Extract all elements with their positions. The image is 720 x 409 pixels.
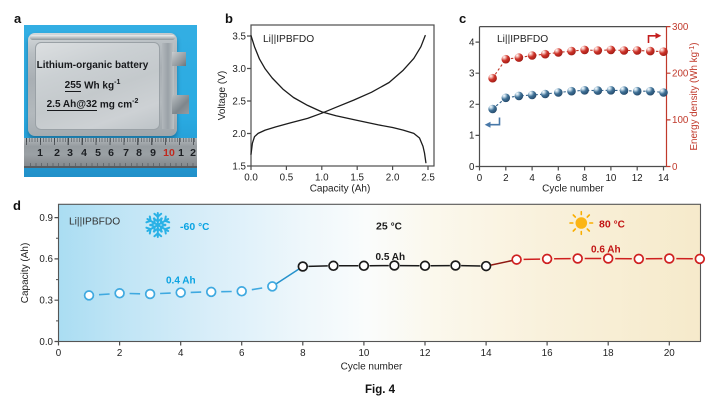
svg-text:1.0: 1.0 — [315, 173, 329, 184]
svg-text:10: 10 — [358, 348, 369, 359]
svg-text:0.9: 0.9 — [39, 213, 53, 224]
svg-text:8: 8 — [300, 348, 306, 359]
svg-text:Cycle number: Cycle number — [542, 184, 604, 195]
svg-text:-60 °C: -60 °C — [180, 221, 209, 233]
svg-text:3: 3 — [469, 69, 475, 80]
svg-text:16: 16 — [542, 348, 553, 359]
svg-text:4: 4 — [469, 37, 475, 48]
svg-text:1.5: 1.5 — [232, 161, 246, 172]
svg-text:2: 2 — [469, 100, 474, 111]
svg-text:1: 1 — [469, 131, 474, 142]
svg-text:Li||IPBFDO: Li||IPBFDO — [69, 217, 120, 228]
svg-text:100: 100 — [672, 115, 689, 126]
svg-text:6: 6 — [556, 173, 562, 184]
svg-text:Energy density (Wh kg-1): Energy density (Wh kg-1) — [689, 42, 701, 150]
svg-text:Li||IPBFDO: Li||IPBFDO — [263, 34, 314, 45]
svg-text:Li||IPBFDO: Li||IPBFDO — [497, 34, 548, 45]
svg-text:25 °C: 25 °C — [376, 221, 402, 233]
svg-text:4: 4 — [178, 348, 184, 359]
svg-text:0.0: 0.0 — [244, 173, 258, 184]
svg-text:6: 6 — [239, 348, 245, 359]
svg-text:20: 20 — [664, 348, 675, 359]
svg-text:4: 4 — [529, 173, 535, 184]
svg-text:0.0: 0.0 — [39, 337, 53, 348]
svg-text:3.5: 3.5 — [232, 31, 246, 42]
svg-text:0.5: 0.5 — [280, 173, 294, 184]
svg-text:0: 0 — [672, 162, 678, 173]
svg-text:14: 14 — [481, 348, 492, 359]
svg-text:12: 12 — [632, 173, 643, 184]
svg-text:Capacity (Ah): Capacity (Ah) — [310, 184, 371, 195]
svg-text:14: 14 — [658, 173, 669, 184]
svg-text:0.6: 0.6 — [39, 254, 53, 265]
svg-text:80 °C: 80 °C — [599, 219, 625, 231]
svg-text:18: 18 — [603, 348, 614, 359]
svg-text:2.5: 2.5 — [421, 173, 435, 184]
svg-text:0: 0 — [56, 348, 62, 359]
svg-text:12: 12 — [420, 348, 431, 359]
svg-text:0: 0 — [477, 173, 483, 184]
svg-text:Voltage (V): Voltage (V) — [217, 71, 228, 120]
svg-text:200: 200 — [672, 69, 689, 80]
svg-text:10: 10 — [605, 173, 616, 184]
svg-text:2.0: 2.0 — [232, 129, 246, 140]
svg-text:8: 8 — [582, 173, 588, 184]
svg-text:2.5: 2.5 — [232, 96, 246, 107]
svg-text:0.5 Ah: 0.5 Ah — [376, 252, 406, 263]
svg-text:1.5: 1.5 — [350, 173, 364, 184]
svg-text:2.0: 2.0 — [386, 173, 400, 184]
svg-text:3.0: 3.0 — [232, 64, 246, 75]
svg-text:0.3: 0.3 — [39, 296, 53, 307]
svg-text:0: 0 — [469, 162, 475, 173]
svg-text:Cycle number: Cycle number — [341, 362, 403, 373]
svg-text:2: 2 — [117, 348, 122, 359]
svg-text:300: 300 — [672, 22, 689, 33]
svg-text:Capacity (Ah): Capacity (Ah) — [20, 243, 31, 304]
svg-text:0.6 Ah: 0.6 Ah — [591, 245, 621, 256]
svg-text:0.4 Ah: 0.4 Ah — [166, 276, 196, 287]
svg-text:2: 2 — [503, 173, 508, 184]
